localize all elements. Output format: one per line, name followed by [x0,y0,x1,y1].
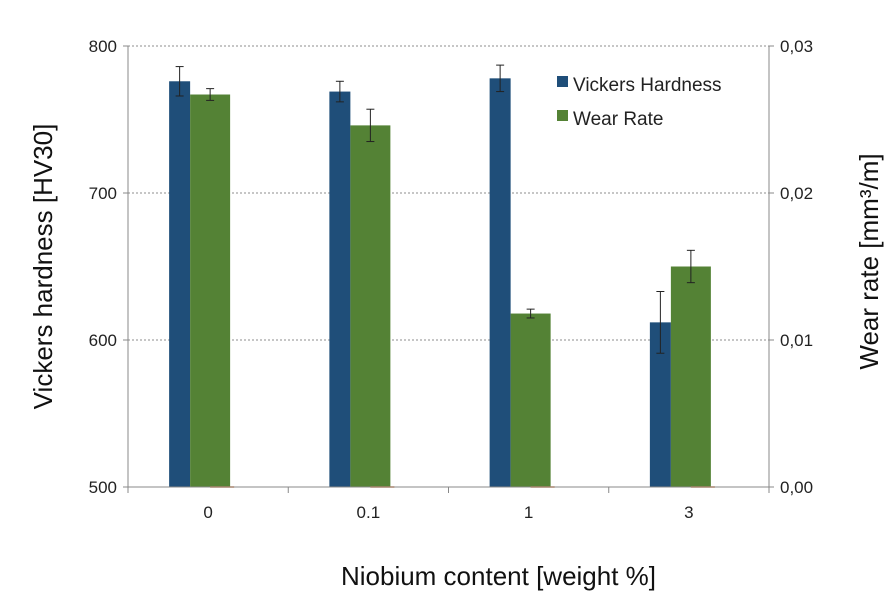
x-axis-title: Niobium content [weight %] [341,561,656,591]
y-axis-title-right-group: Wear rate [mm³/m] [854,153,884,369]
y-tick-label-right: 0,01 [780,331,813,350]
x-tick-label: 0 [203,503,212,522]
y-tick-label-right: 0,00 [780,478,813,497]
x-tick-label: 1 [524,503,533,522]
bar-vickers-hardness [169,81,191,487]
y-tick-label-left: 700 [89,184,117,203]
y-tick-label-left: 800 [89,37,117,56]
y-axis-title-left: Vickers hardness [HV30] [28,124,58,410]
legend-label-vickers: Vickers Hardness [573,75,722,96]
bar-vickers-hardness [489,78,511,487]
x-tick-label: 0.1 [357,503,381,522]
bars-group [169,64,715,488]
y-tick-label-right: 0,02 [780,184,813,203]
grid-lines [128,45,769,341]
y-tick-label-left: 500 [89,478,117,497]
y-axis-title-group: Vickers hardness [HV30] [28,124,58,410]
bar-wear-rate [510,313,551,487]
axes-group: 500 600 700 800 0,00 0,01 0,02 0,03 0 0.1 1 3 [89,37,813,522]
legend-swatch-vickers [557,76,568,87]
bar-wear-rate [190,94,231,487]
y-tick-label-right: 0,03 [780,37,813,56]
legend-label-wear: Wear Rate [573,109,663,130]
bar-wear-rate [670,266,711,487]
x-axis-title-group: Niobium content [weight %] [341,561,656,591]
bar-vickers-hardness [649,322,671,487]
bar-wear-rate [350,125,391,487]
x-tick-label: 3 [684,503,693,522]
legend: Vickers Hardness Wear Rate [557,75,722,130]
bar-vickers-hardness [329,91,351,487]
legend-swatch-wear [557,110,568,121]
y-tick-label-left: 600 [89,331,117,350]
y-axis-title-right: Wear rate [mm³/m] [854,153,884,369]
